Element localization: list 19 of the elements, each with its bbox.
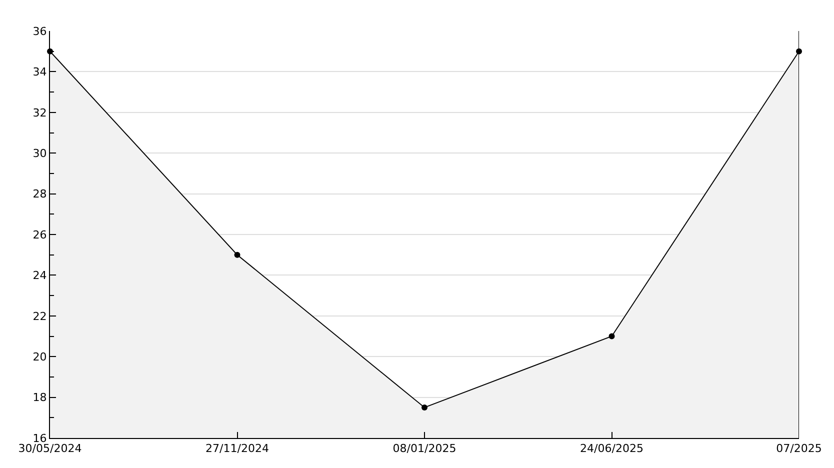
y-tick-label: 22 xyxy=(32,310,47,323)
y-tick-label: 24 xyxy=(32,269,47,282)
x-tick-label: 07/2025 xyxy=(776,442,822,456)
y-tick-label: 26 xyxy=(32,228,47,242)
y-tick-label: 30 xyxy=(32,146,47,160)
x-tick-label: 24/06/2025 xyxy=(580,442,644,456)
point xyxy=(234,252,240,258)
point xyxy=(608,333,615,340)
x-tick-label: 30/05/2024 xyxy=(18,442,82,456)
y-tick-label: 32 xyxy=(32,106,47,120)
y-tick-label: 34 xyxy=(32,66,47,79)
y-tick-label: 18 xyxy=(32,391,47,404)
y-tick-label: 20 xyxy=(32,350,47,364)
x-tick-label: 27/11/2024 xyxy=(206,442,269,456)
y-tick-label: 36 xyxy=(32,24,47,38)
y-tick-label: 28 xyxy=(32,188,47,201)
y-tick-label: 16 xyxy=(32,432,47,445)
x-tick-label: 08/01/2025 xyxy=(392,442,456,456)
point xyxy=(422,404,428,410)
